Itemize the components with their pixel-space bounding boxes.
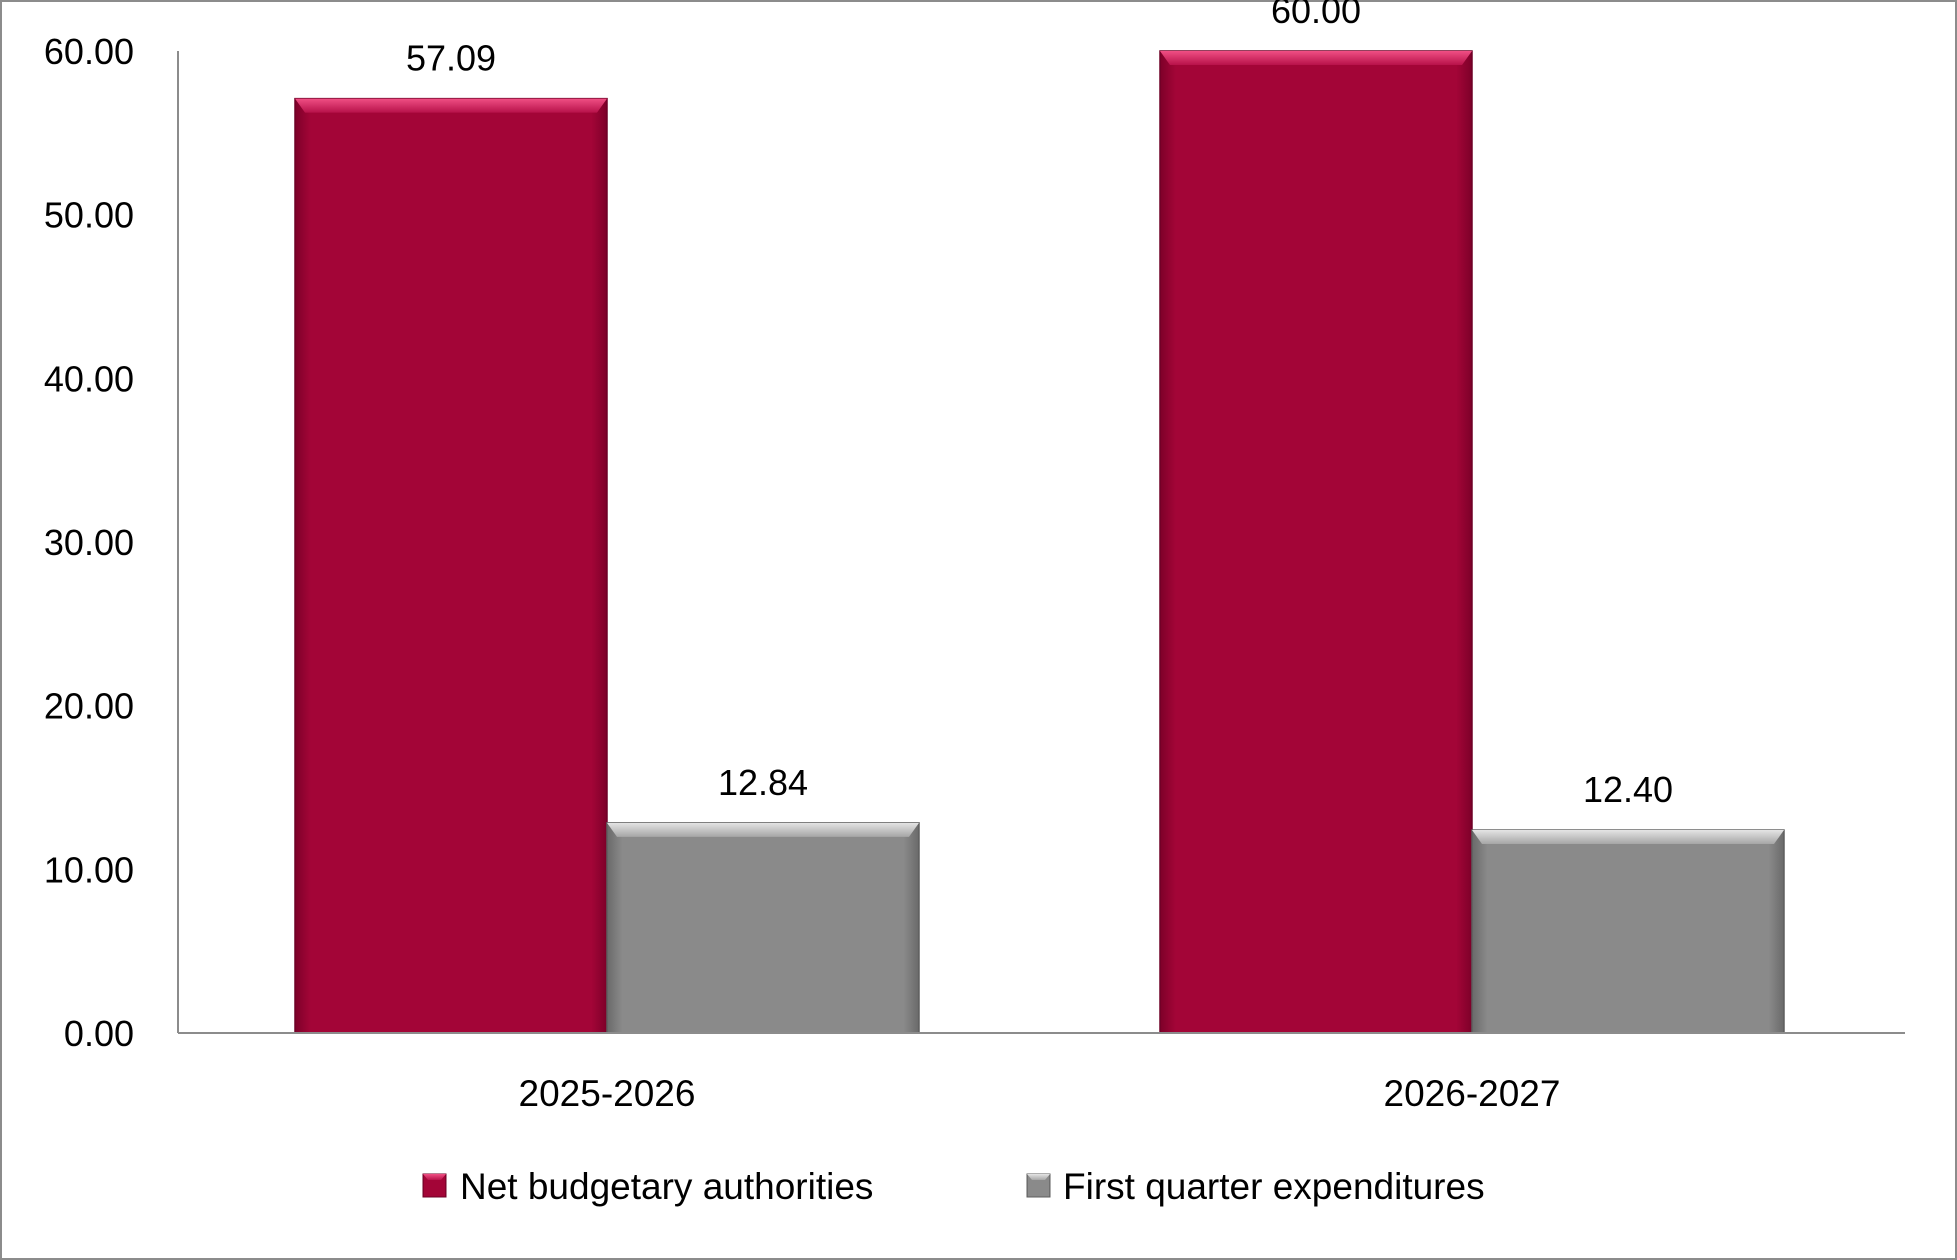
y-tick-label: 50.00 bbox=[44, 195, 134, 236]
bar bbox=[294, 97, 608, 1034]
data-labels: 57.09 12.84 60.00 12.40 bbox=[406, 0, 1673, 810]
y-tick-label: 10.00 bbox=[44, 849, 134, 890]
legend-item: First quarter expenditures bbox=[1026, 1166, 1485, 1207]
legend-swatch-bevel bbox=[1027, 1174, 1050, 1180]
y-tick-label: 40.00 bbox=[44, 358, 134, 399]
bar-body bbox=[294, 97, 608, 1034]
legend-label: Net budgetary authorities bbox=[460, 1166, 873, 1207]
x-axis: 2025-2026 2026-2027 bbox=[178, 1032, 1905, 1114]
bar bbox=[606, 822, 920, 1034]
bar-bevel bbox=[1160, 51, 1472, 65]
y-tick-label: 0.00 bbox=[64, 1013, 134, 1054]
y-tick-label: 30.00 bbox=[44, 522, 134, 563]
bar-bevel bbox=[295, 98, 607, 113]
data-label: 12.84 bbox=[718, 762, 808, 803]
bar-bevel bbox=[607, 822, 919, 837]
bar-body bbox=[1159, 50, 1473, 1034]
x-tick-label: 2025-2026 bbox=[519, 1073, 696, 1114]
bar-body bbox=[1471, 829, 1785, 1034]
legend: Net budgetary authorities First quarter e… bbox=[422, 1166, 1485, 1207]
legend-swatch-bevel bbox=[423, 1174, 446, 1180]
bars bbox=[294, 50, 1785, 1034]
legend-label: First quarter expenditures bbox=[1063, 1166, 1485, 1207]
data-label: 60.00 bbox=[1271, 0, 1361, 31]
bar-body bbox=[606, 822, 920, 1034]
data-label: 57.09 bbox=[406, 38, 496, 79]
bar bbox=[1159, 50, 1473, 1034]
y-tick-label: 20.00 bbox=[44, 686, 134, 727]
x-tick-label: 2026-2027 bbox=[1384, 1073, 1561, 1114]
bar bbox=[1471, 829, 1785, 1034]
y-axis: 0.00 10.00 20.00 30.00 40.00 50.00 60.00 bbox=[44, 31, 179, 1054]
bar-bevel bbox=[1472, 830, 1784, 845]
data-label: 12.40 bbox=[1583, 769, 1673, 810]
legend-item: Net budgetary authorities bbox=[422, 1166, 873, 1207]
y-tick-label: 60.00 bbox=[44, 31, 134, 72]
